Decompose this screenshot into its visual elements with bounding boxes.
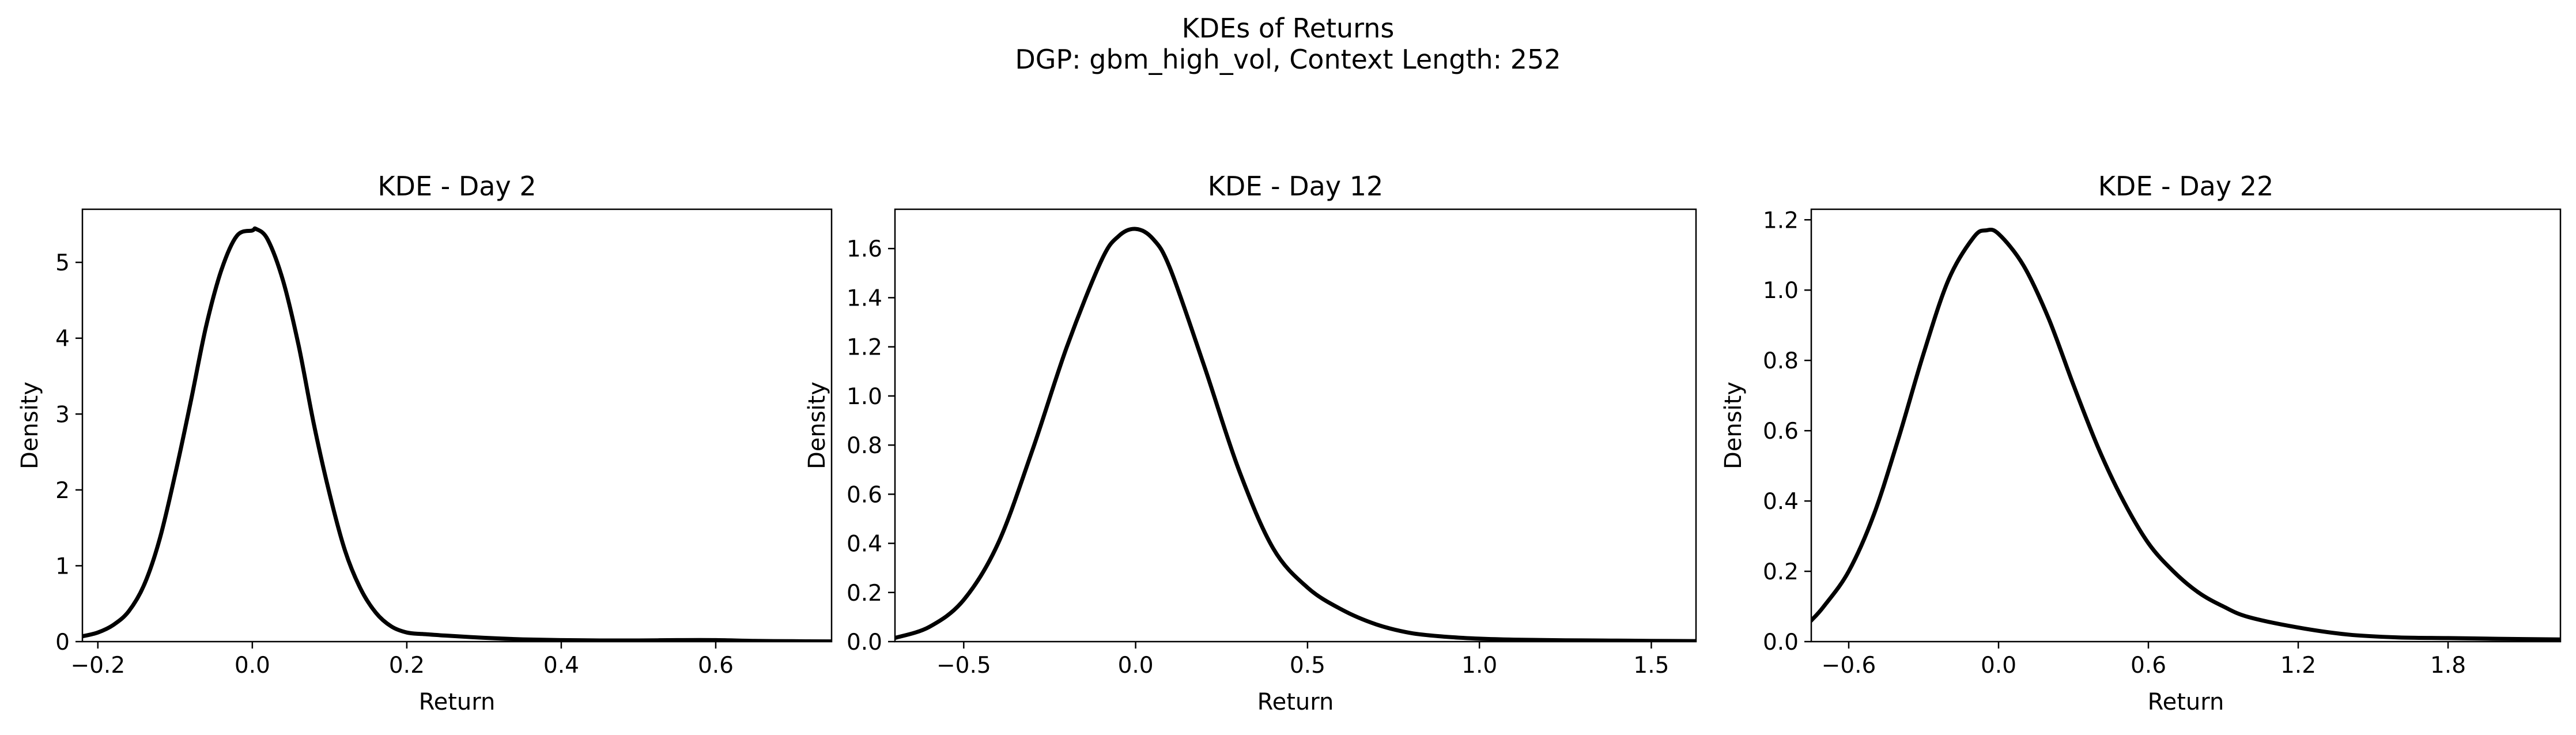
x-tick-label: 1.5 — [1633, 653, 1669, 679]
y-tick-label: 1.2 — [847, 335, 882, 361]
y-tick-label: 0.4 — [1763, 489, 1799, 515]
y-tick-label: 0.6 — [1763, 419, 1799, 444]
y-tick-label: 3 — [55, 402, 70, 428]
y-tick-label: 4 — [55, 326, 70, 352]
panel-title: KDE - Day 22 — [2098, 171, 2273, 202]
y-tick-label: 1.0 — [1763, 278, 1799, 304]
y-tick-label: 1.6 — [847, 236, 882, 262]
x-tick-label: −0.2 — [70, 653, 125, 679]
y-tick-label: 1.2 — [1763, 208, 1799, 233]
y-tick-label: 0.8 — [847, 433, 882, 459]
y-tick-label: 0 — [55, 630, 70, 655]
y-tick-label: 0.4 — [847, 532, 882, 557]
x-tick-label: 0.5 — [1290, 653, 1325, 679]
x-tick-label: −0.6 — [1822, 653, 1876, 679]
x-axis-label: Return — [2148, 689, 2224, 715]
y-tick-label: 0.2 — [1763, 559, 1799, 585]
chart-panel-1: −0.2 0.0 0.2 0.4 0.6 0 1 2 3 4 5 KDE - Day 2 Return D… — [17, 171, 833, 715]
x-tick-label: 1.2 — [2280, 653, 2316, 679]
y-tick-label: 5 — [55, 250, 70, 276]
x-tick-label: 0.0 — [1981, 653, 2016, 679]
x-tick-label: 0.6 — [698, 653, 734, 679]
y-tick-label: 0.0 — [1763, 630, 1799, 655]
y-tick-label: 1.4 — [847, 285, 882, 311]
y-tick-label: 0.2 — [847, 581, 882, 606]
y-axis-label: Density — [1720, 382, 1747, 469]
axes-frame — [81, 208, 833, 643]
y-axis-label: Density — [17, 382, 43, 469]
chart-panel-2: −0.5 0.0 0.5 1.0 1.5 0.0 0.2 0.4 0.6 0.8 1.0 1.2 1.4… — [804, 171, 1697, 715]
x-tick-label: 1.8 — [2430, 653, 2466, 679]
x-axis-label: Return — [419, 689, 496, 715]
x-tick-label: 0.0 — [235, 653, 270, 679]
axes-frame — [1810, 208, 2562, 643]
x-tick-label: 0.6 — [2131, 653, 2166, 679]
panel-title: KDE - Day 12 — [1208, 171, 1383, 202]
kde-line-2-1 — [895, 227, 1696, 642]
y-tick-label: 0.6 — [847, 482, 882, 508]
y-tick-label: 0.8 — [1763, 348, 1799, 374]
kde-line-3-1 — [1811, 227, 2560, 642]
x-axis-label: Return — [1257, 689, 1334, 715]
y-tick-label: 1.0 — [847, 384, 882, 410]
y-tick-label: 2 — [55, 478, 70, 504]
y-tick-label: 0.0 — [847, 630, 882, 655]
axes-frame — [894, 208, 1697, 643]
panel-title: KDE - Day 2 — [377, 171, 536, 202]
chart-panel-3: −0.6 0.0 0.6 1.2 1.8 0.0 0.2 0.4 0.6 0.8 1.0 1.2 KDE… — [1720, 171, 2562, 715]
x-tick-label: 0.4 — [543, 653, 579, 679]
figure-subtitle: DGP: gbm_high_vol, Context Length: 252 — [1015, 44, 1561, 75]
x-tick-label: −0.5 — [936, 653, 991, 679]
y-tick-label: 1 — [55, 553, 70, 579]
kde-line-1-1 — [82, 226, 832, 642]
x-tick-label: 0.2 — [389, 653, 425, 679]
figure-title: KDEs of Returns — [1181, 13, 1395, 44]
x-tick-label: 1.0 — [1461, 653, 1497, 679]
x-tick-label: 0.0 — [1118, 653, 1154, 679]
y-axis-label: Density — [804, 382, 830, 469]
